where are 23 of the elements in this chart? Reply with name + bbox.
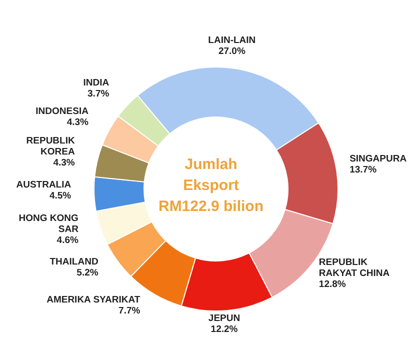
slice-label: AUSTRALIA [16,179,72,190]
data-label: 4.3% [53,157,76,168]
data-label: 4.6% [56,235,79,246]
slice-label: THAILAND [50,256,98,268]
slice-label: INDIA [83,77,110,88]
slice-label: JEPUN [208,312,240,324]
text: Jumlah Eksport RM122.9 bilion [158,156,264,215]
data-label: 13.7% [350,164,378,176]
slice-label: SINGAPURA [350,154,407,165]
slice-label: HONG KONG SAR [18,213,79,236]
slice-label: AMERIKA SYARIKAT [46,294,140,306]
data-label: 4.5% [49,190,72,202]
data-label: 5.2% [76,268,99,279]
data-label: 12.2% [210,324,238,335]
slice-label: INDONESIA [36,106,89,117]
slice-label: REPUBLIK RAKYAT CHINA [318,257,390,280]
data-label: 4.3% [66,116,90,128]
slice-label: LAIN-LAIN [208,35,256,46]
data-label: 27.0% [218,46,246,58]
data-label: 3.7% [88,88,110,100]
data-label: 12.8% [318,279,346,290]
data-label: 7.7% [118,305,141,316]
slice-label: REPUBLIK KOREA [26,135,75,158]
